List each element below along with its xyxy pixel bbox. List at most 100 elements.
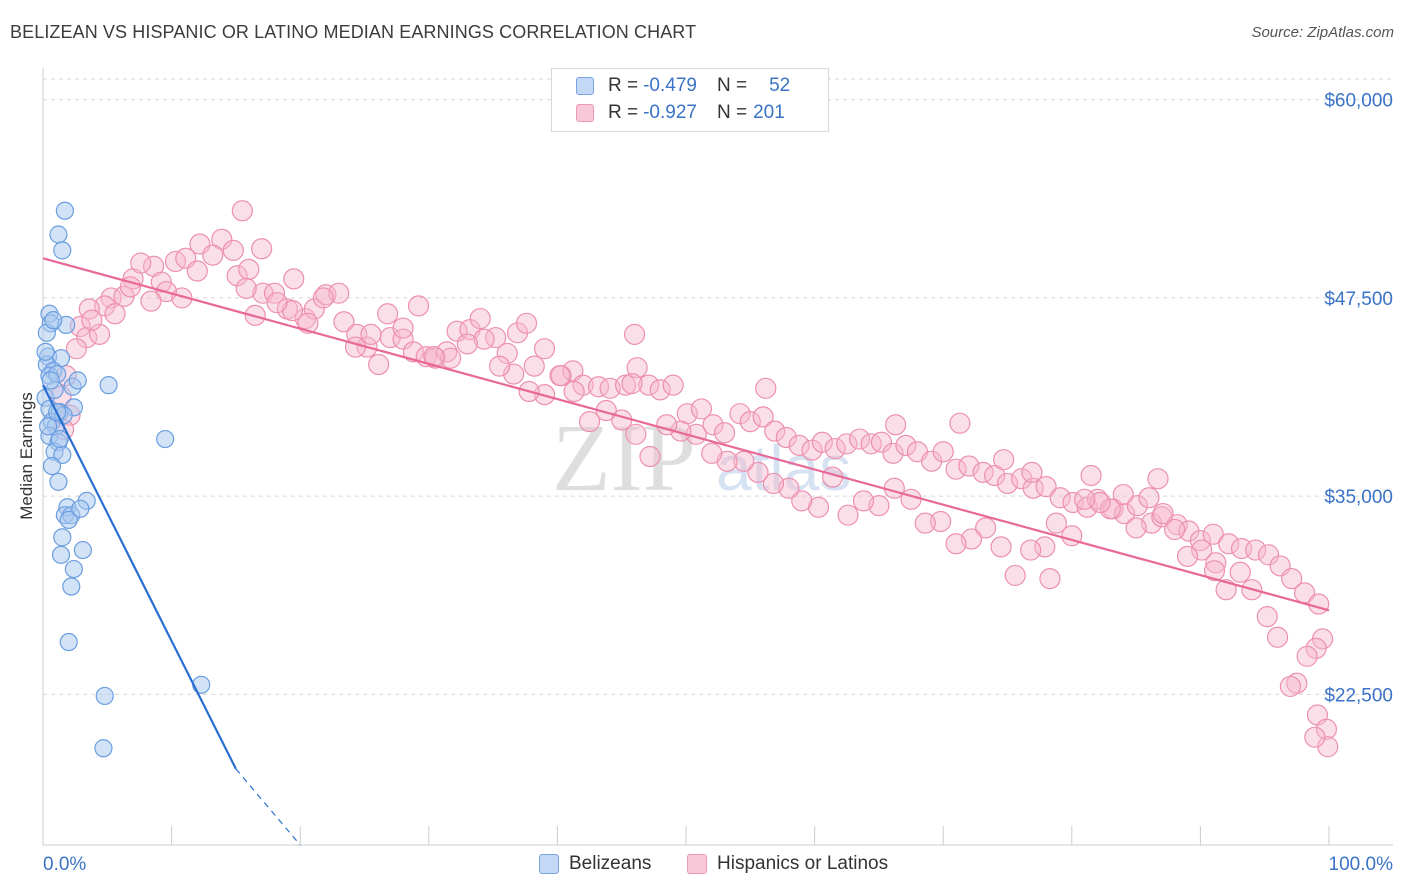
hispanic-point — [312, 287, 334, 309]
hispanic-point — [1315, 718, 1338, 740]
hispanic-point — [238, 258, 260, 280]
legend-r-value: -0.479 — [643, 75, 697, 96]
hispanic-point — [702, 414, 724, 436]
hispanic-point — [739, 411, 761, 433]
hispanic-point — [949, 412, 971, 434]
bottom-legend-belizeans: Belizeans — [539, 852, 651, 876]
hispanic-point — [993, 449, 1015, 471]
belizean-point — [59, 632, 78, 652]
belizean-point — [42, 456, 62, 476]
y-tick-label: $47,500 — [1324, 289, 1393, 310]
belizean-point — [68, 371, 87, 390]
hispanic-point — [1176, 545, 1199, 568]
hispanic-point — [914, 512, 936, 534]
belizean-points — [36, 201, 211, 758]
hispanic-point — [266, 292, 288, 314]
legend-swatch-belizeans — [576, 77, 594, 95]
hispanic-point — [1112, 483, 1134, 506]
hispanic-point — [488, 355, 511, 377]
hispanic-point — [984, 464, 1006, 487]
hispanic-point — [226, 265, 248, 287]
hispanic-point — [958, 455, 980, 477]
hispanic-point — [186, 260, 208, 282]
belizean-point — [71, 499, 90, 518]
hispanic-point — [638, 374, 660, 396]
hispanic-point — [1126, 495, 1148, 517]
hispanic-point — [885, 414, 907, 436]
hispanic-point — [65, 338, 88, 360]
hispanic-point — [932, 441, 954, 463]
hispanic-point — [1281, 567, 1303, 590]
hispanic-point — [211, 228, 233, 250]
hispanic-point — [764, 420, 786, 442]
hispanic-point — [578, 411, 601, 433]
hispanic-point — [1202, 523, 1224, 545]
belizean-point — [50, 429, 69, 449]
hispanic-point — [752, 406, 774, 428]
legend-row-hispanics: R = -0.927 N = 201 — [576, 100, 785, 126]
hispanic-point — [1125, 517, 1147, 539]
hispanic-point — [1080, 464, 1102, 487]
hispanic-point — [436, 341, 458, 363]
hispanic-point — [945, 458, 967, 480]
hispanic-point — [626, 357, 648, 379]
bottom-legend-hispanics: Hispanics or Latinos — [687, 852, 888, 876]
belizean-point — [36, 342, 55, 361]
belizean-point — [73, 540, 92, 560]
watermark-zip: ZIP — [552, 404, 696, 511]
hispanic-point — [837, 504, 859, 526]
belizean-point — [156, 429, 175, 449]
hispanic-point — [469, 307, 491, 330]
hispanic-point — [523, 355, 545, 377]
hispanic-point — [895, 434, 917, 456]
hispanic-point — [392, 317, 414, 339]
belizean-point — [39, 417, 58, 436]
hispanic-point — [775, 426, 797, 449]
hispanic-point — [1152, 502, 1174, 525]
axes — [42, 68, 1393, 846]
hispanic-point — [1035, 476, 1057, 498]
legend-n-label: N = — [716, 102, 748, 123]
hispanic-point — [1304, 726, 1326, 748]
hispanic-point — [690, 398, 713, 420]
hispanic-point — [1266, 626, 1289, 648]
hispanic-point — [639, 445, 661, 468]
hispanic-point — [1215, 579, 1237, 601]
hispanic-point — [1074, 488, 1096, 510]
hispanic-point — [945, 533, 967, 555]
hispanic-point — [368, 353, 390, 376]
hispanic-point — [824, 437, 846, 460]
hispanic-point — [360, 323, 382, 345]
belizean-point — [49, 225, 68, 244]
hispanic-point — [130, 252, 152, 274]
hispanic-point — [344, 336, 367, 358]
trendlines — [42, 257, 1330, 846]
hispanic-point — [563, 380, 585, 403]
hispanic-point — [811, 431, 833, 453]
hispanic-points — [50, 200, 1339, 758]
legend-row-belizeans: R = -0.479 N = 52 — [576, 73, 790, 99]
hispanic-point — [1045, 512, 1067, 534]
hispanic-point — [701, 442, 723, 464]
hispanic-point — [996, 472, 1019, 495]
hispanic-point — [1020, 539, 1042, 561]
belizean-point — [41, 371, 60, 390]
bottom-legend-label-belizeans: Belizeans — [569, 853, 652, 874]
hispanic-point — [515, 312, 538, 334]
belizean-point — [94, 739, 113, 758]
belizean-point — [51, 545, 71, 564]
chart-title: BELIZEAN VS HISPANIC OR LATINO MEDIAN EA… — [10, 22, 697, 42]
hispanic-point — [836, 433, 858, 455]
hispanic-point — [1099, 498, 1121, 520]
hispanic-point — [333, 311, 355, 333]
hispanic-point — [762, 472, 785, 495]
legend-n-value: 201 — [753, 102, 785, 123]
hispanic-point — [222, 239, 244, 261]
belizean-point — [62, 577, 81, 596]
hispanic-point — [1296, 645, 1318, 667]
hispanic-point — [1218, 533, 1240, 555]
hispanic-point — [283, 268, 305, 290]
hispanic-point — [440, 347, 462, 369]
hispanic-point — [755, 377, 777, 399]
bottom-legend-swatch-hispanics — [687, 854, 707, 874]
